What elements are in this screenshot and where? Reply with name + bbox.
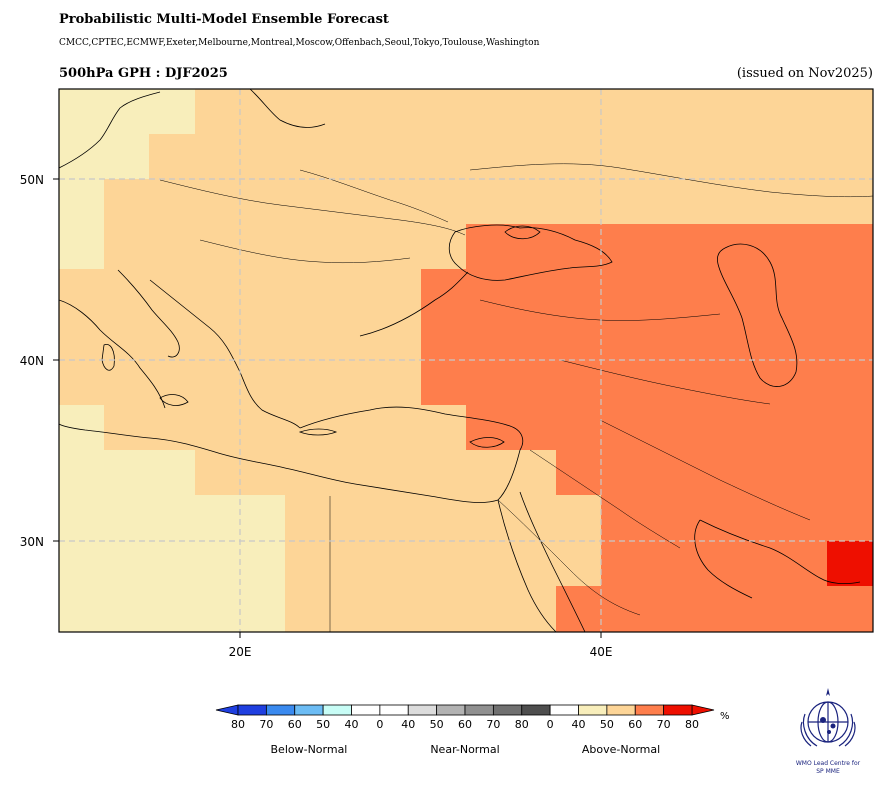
colorbar-swatch	[549, 704, 579, 716]
lon-label-20e: 20E	[229, 645, 252, 659]
colorbar-tick-label: 70	[486, 718, 500, 731]
colorbar-tick-label: 40	[345, 718, 359, 731]
grid-region-above-40	[59, 405, 285, 632]
colorbar-swatch	[322, 704, 352, 716]
coastlines	[59, 89, 873, 632]
lat-label-40n: 40N	[20, 354, 44, 368]
logo-caption-line2: SP MME	[816, 768, 840, 775]
colorbar-swatch	[294, 704, 324, 716]
grid-region-above-40	[59, 89, 195, 269]
grid-region-above-60	[421, 224, 873, 632]
colorbar-swatch	[663, 704, 693, 716]
colorbar-tick-label: 60	[628, 718, 642, 731]
colorbar-tick-label: 50	[316, 718, 330, 731]
legend-near-normal: Near-Normal	[430, 743, 499, 756]
colorbar-tick-label: 0	[376, 718, 383, 731]
colorbar-tick-label: 80	[515, 718, 529, 731]
colorbar-swatch	[606, 704, 636, 716]
colorbar-arrow-right	[691, 704, 715, 716]
colorbar-swatch	[492, 704, 523, 716]
colorbar-swatch	[407, 704, 438, 716]
colorbar-tick-label: 60	[288, 718, 302, 731]
lat-label-50n: 50N	[20, 173, 44, 187]
colorbar-swatch	[521, 704, 551, 716]
model-list: CMCC,CPTEC,ECMWF,Exeter,Melbourne,Montre…	[59, 38, 540, 48]
colorbar-swatch	[351, 704, 381, 716]
colorbar-tick-label: 80	[685, 718, 699, 731]
colorbar-swatch	[237, 704, 267, 716]
colorbar-swatch	[464, 704, 494, 716]
colorbar: 80 70 60 50 40 0 40 50 60 70 80 0 40 50 60 70 80% Below-N…	[215, 704, 730, 756]
legend-below-normal: Below-Normal	[271, 743, 348, 756]
chart-title: Probabilistic Multi-Model Ensemble Forec…	[59, 12, 389, 27]
wmo-logo: WMO Lead Centre for SP MME	[786, 684, 870, 776]
logo-caption: WMO Lead Centre for SP MME	[786, 760, 870, 776]
colorbar-tick-label: 60	[458, 718, 472, 731]
issued-date-label: (issued on Nov2025)	[736, 66, 873, 81]
grid-region-above-70	[827, 541, 873, 586]
logo-caption-line1: WMO Lead Centre for	[795, 760, 861, 767]
colorbar-tick-label: 80	[231, 718, 245, 731]
colorbar-tick-label: 40	[572, 718, 586, 731]
colorbar-swatch	[578, 704, 608, 716]
legend-above-normal: Above-Normal	[582, 743, 660, 756]
lon-label-40e: 40E	[590, 645, 613, 659]
gridlines	[59, 89, 873, 632]
colorbar-tick-label: 40	[401, 718, 415, 731]
colorbar-tick-label: 50	[600, 718, 614, 731]
lat-label-30n: 30N	[20, 535, 44, 549]
colorbar-unit-label: %	[720, 711, 730, 722]
colorbar-tick-label: 50	[430, 718, 444, 731]
axis-ticks	[53, 178, 602, 638]
colorbar-swatch	[634, 704, 665, 716]
colorbar-tick-label: 0	[547, 718, 554, 731]
colorbar-tick-label: 70	[657, 718, 671, 731]
colorbar-swatch	[436, 704, 466, 716]
wmo-emblem-icon	[800, 688, 856, 747]
colorbar-swatch	[379, 704, 409, 716]
variable-season-label: 500hPa GPH : DJF2025	[59, 66, 228, 81]
colorbar-swatch	[265, 704, 296, 716]
colorbar-arrow-left	[215, 704, 239, 716]
colorbar-tick-label: 70	[259, 718, 273, 731]
